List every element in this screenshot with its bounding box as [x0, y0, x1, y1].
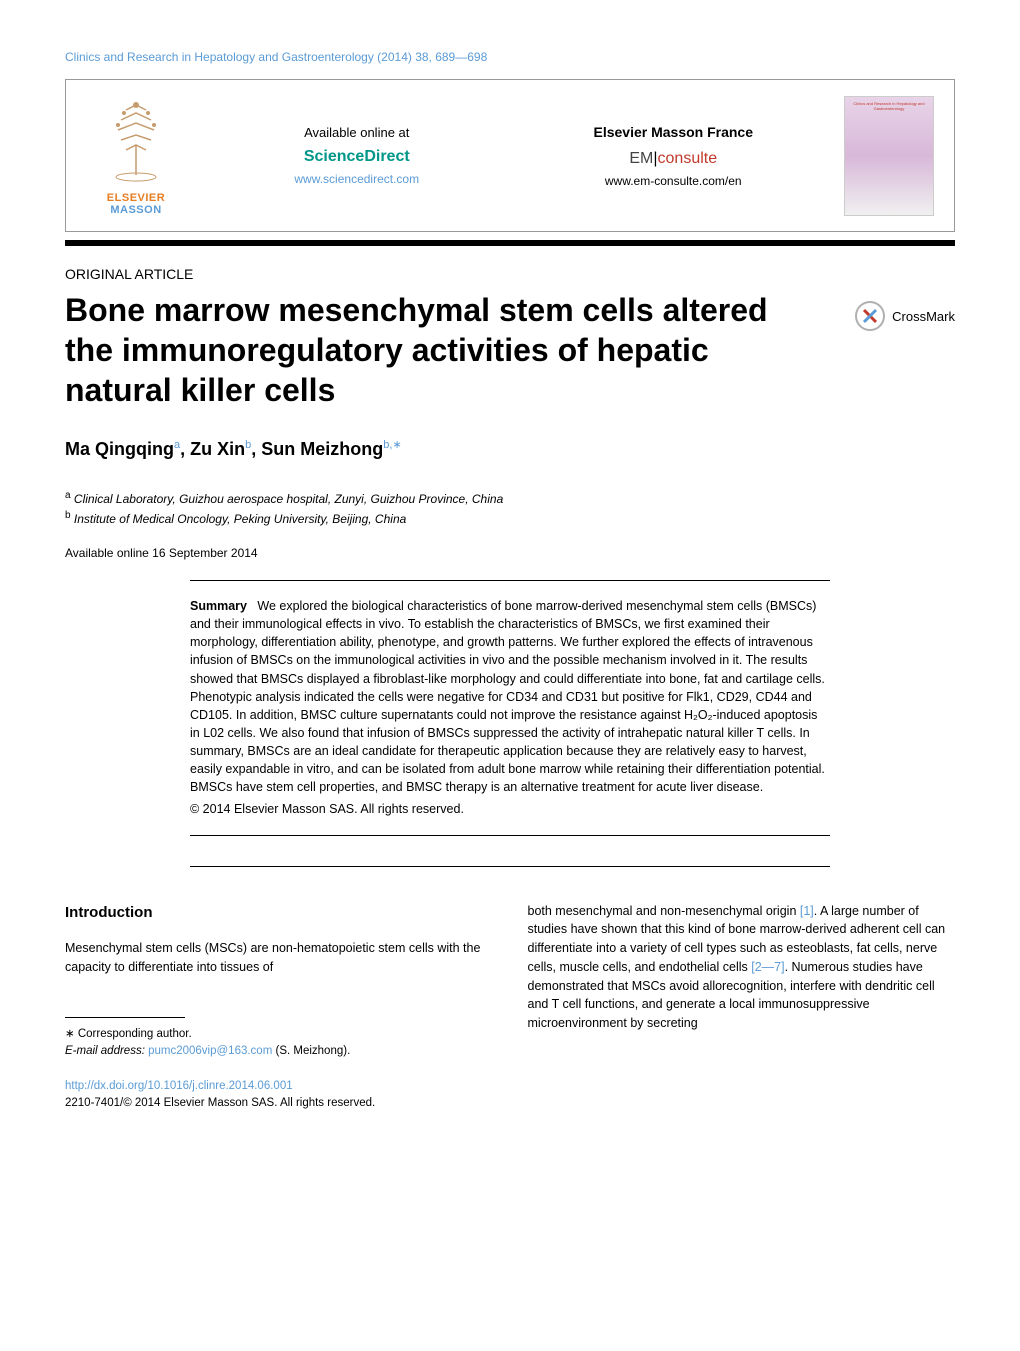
elsevier-tree-icon	[96, 95, 176, 185]
body-two-column: Introduction Mesenchymal stem cells (MSC…	[65, 902, 955, 1113]
crossmark-icon	[854, 300, 886, 332]
email-label: E-mail address:	[65, 1045, 145, 1057]
journal-cover-thumbnail: Clinics and Research in Hepatology and G…	[844, 96, 934, 216]
author-1: Ma Qingqing	[65, 439, 174, 459]
available-online-date: Available online 16 September 2014	[65, 546, 955, 560]
doi-block: http://dx.doi.org/10.1016/j.clinre.2014.…	[65, 1078, 493, 1113]
sciencedirect-url[interactable]: www.sciencedirect.com	[211, 172, 503, 186]
journal-citation: Clinics and Research in Hepatology and G…	[65, 50, 955, 64]
cover-title-text: Clinics and Research in Hepatology and G…	[845, 97, 933, 111]
article-type-label: ORIGINAL ARTICLE	[65, 266, 955, 282]
corresponding-author-line: ∗ Corresponding author.	[65, 1026, 493, 1043]
summary-bottom-rule	[190, 866, 830, 867]
issn-copyright: 2210-7401/© 2014 Elsevier Masson SAS. Al…	[65, 1095, 493, 1112]
affiliations-block: a Clinical Laboratory, Guizhou aerospace…	[65, 488, 955, 528]
summary-copyright: © 2014 Elsevier Masson SAS. All rights r…	[190, 800, 830, 818]
em-consulte-brand: EM|consulte	[528, 150, 820, 168]
summary-heading: Summary	[190, 599, 247, 613]
email-line: E-mail address: pumc2006vip@163.com (S. …	[65, 1043, 493, 1060]
reference-link-2[interactable]: [2—7]	[751, 960, 784, 974]
authors-line: Ma Qingqinga, Zu Xinb, Sun Meizhongb,∗	[65, 438, 955, 460]
email-address[interactable]: pumc2006vip@163.com	[148, 1045, 272, 1057]
sciencedirect-column: Available online at ScienceDirect www.sc…	[211, 125, 503, 186]
elsevier-brand-text: ELSEVIER	[86, 192, 186, 204]
masson-brand-text: MASSON	[86, 204, 186, 216]
article-title: Bone marrow mesenchymal stem cells alter…	[65, 290, 824, 410]
intro-paragraph-right: both mesenchymal and non-mesenchymal ori…	[528, 902, 956, 1033]
left-column: Introduction Mesenchymal stem cells (MSC…	[65, 902, 493, 1113]
em-url[interactable]: www.em-consulte.com/en	[528, 174, 820, 188]
doi-url[interactable]: http://dx.doi.org/10.1016/j.clinre.2014.…	[65, 1078, 493, 1095]
summary-box: Summary We explored the biological chara…	[190, 580, 830, 836]
emconsulte-column: Elsevier Masson France EM|consulte www.e…	[528, 124, 820, 188]
elsevier-logo-block: ELSEVIER MASSON	[86, 95, 186, 216]
introduction-heading: Introduction	[65, 902, 493, 925]
available-online-label: Available online at	[211, 125, 503, 140]
author-3: Sun Meizhong	[261, 439, 383, 459]
author-1-aff: a	[174, 439, 180, 451]
affiliation-b: b Institute of Medical Oncology, Peking …	[65, 508, 955, 528]
page-container: Clinics and Research in Hepatology and G…	[0, 0, 1020, 1163]
author-2: Zu Xin	[190, 439, 245, 459]
crossmark-label: CrossMark	[892, 309, 955, 324]
author-2-aff: b	[245, 439, 251, 451]
title-row: Bone marrow mesenchymal stem cells alter…	[65, 290, 955, 410]
em-header-label: Elsevier Masson France	[528, 124, 820, 140]
footnote-rule	[65, 1017, 185, 1018]
corresponding-label: Corresponding author.	[78, 1028, 192, 1040]
email-person: (S. Meizhong).	[275, 1045, 350, 1057]
affiliation-a: a Clinical Laboratory, Guizhou aerospace…	[65, 488, 955, 508]
em-part2: consulte	[658, 150, 718, 167]
reference-link-1[interactable]: [1]	[800, 904, 814, 918]
publisher-box: ELSEVIER MASSON Available online at Scie…	[65, 79, 955, 232]
intro-paragraph-left: Mesenchymal stem cells (MSCs) are non-he…	[65, 939, 493, 977]
intro-col2-a: both mesenchymal and non-mesenchymal ori…	[528, 904, 800, 918]
black-divider-bar	[65, 240, 955, 246]
crossmark-badge[interactable]: CrossMark	[854, 290, 955, 332]
summary-text: We explored the biological characteristi…	[190, 599, 825, 794]
sciencedirect-brand: ScienceDirect	[211, 148, 503, 166]
corresponding-star: ∗	[392, 439, 401, 451]
right-column: both mesenchymal and non-mesenchymal ori…	[528, 902, 956, 1113]
em-part1: EM	[629, 150, 653, 167]
affiliation-a-text: Clinical Laboratory, Guizhou aerospace h…	[74, 492, 503, 506]
affiliation-b-text: Institute of Medical Oncology, Peking Un…	[74, 512, 406, 526]
footnote-block: ∗ Corresponding author. E-mail address: …	[65, 1026, 493, 1061]
